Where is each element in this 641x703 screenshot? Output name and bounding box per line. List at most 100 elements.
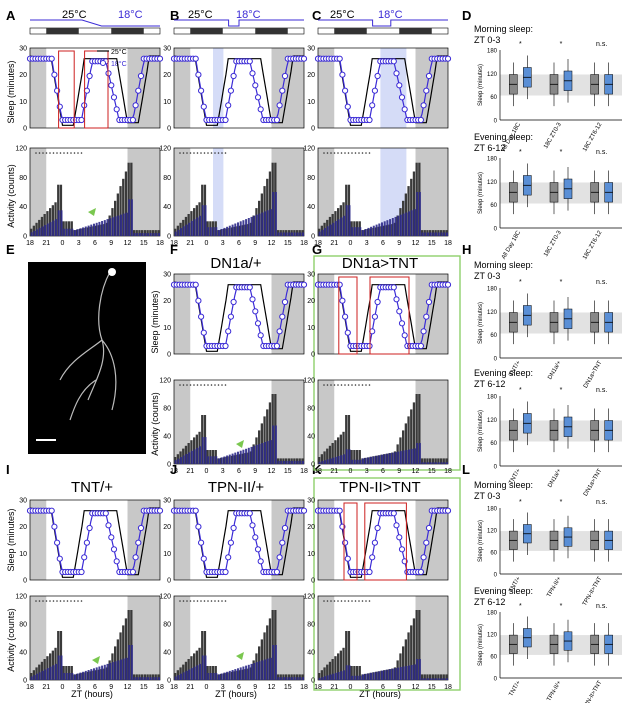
panel-f-cool-point <box>200 329 207 336</box>
panel-j-bar-cool <box>283 677 285 680</box>
panel-a-bar-cool <box>87 225 90 236</box>
panel-g-sleep-tick: 0 <box>311 352 315 359</box>
panel-a-bar-cool <box>65 228 68 236</box>
panel-i-sleep-tick: 30 <box>19 498 27 505</box>
panel-f-bar-warm <box>266 409 269 464</box>
panel-b-bar-cool <box>190 221 193 236</box>
panel-a-sig-dot <box>80 152 83 154</box>
panel-i-bar-cool <box>33 675 36 680</box>
panel-a-activity-tick: 0 <box>23 234 27 241</box>
panel-c-bar-cool <box>370 226 373 236</box>
panel-i-activity-tick: 80 <box>19 622 27 629</box>
panel-j-cool-point <box>198 539 205 546</box>
panel-f-zt-tick: 3 <box>221 468 225 475</box>
panel-d-evening-sig: * <box>560 149 563 156</box>
panel-b-sig-dot <box>186 152 188 154</box>
panel-g-sig-dot <box>347 384 350 386</box>
panel-f-cool-point <box>230 298 237 306</box>
panel-g-bar-warm <box>439 458 443 464</box>
panel-c-activity-tick: 0 <box>311 234 315 241</box>
panel-b-cool-point <box>273 116 280 124</box>
panel-g-cool-point <box>393 296 400 303</box>
arrowhead <box>88 208 96 216</box>
panel-c-sig-dot <box>361 152 364 154</box>
panel-i-sig-dot <box>35 600 37 602</box>
panel-f-cool-point <box>198 313 205 320</box>
panel-c-bar-cool <box>413 209 416 236</box>
panel-j-bar-cool <box>285 677 288 680</box>
panel-c-bar-cool <box>446 232 448 236</box>
panel-f-cool-point <box>195 297 202 304</box>
panel-c-cool-point <box>420 102 427 109</box>
panel-i-cool-point <box>86 524 93 532</box>
panel-h-evening-ylabel: Sleep (minutes) <box>478 410 484 452</box>
panel-f-bar-cool <box>291 460 294 464</box>
panel-j-cool-point <box>300 507 308 514</box>
protocol-a-dark-seg <box>46 28 79 34</box>
panel-h-evening-category: DN1a/+ <box>547 468 563 489</box>
panel-c-bar-cool <box>337 219 340 236</box>
panel-a-bar-cool <box>109 218 112 236</box>
panel-g-bar-warm <box>358 450 361 464</box>
panel-i-bar-cool <box>114 661 117 680</box>
panel-k-bar-cool <box>359 675 362 680</box>
xlabel-k: ZT (hours) <box>359 689 401 699</box>
panel-c-bar-cool <box>416 192 419 236</box>
panel-g-bar-warm <box>445 458 448 464</box>
panel-c-bar-cool <box>408 211 411 236</box>
panel-a-sleep-tick: 0 <box>23 126 27 133</box>
panel-a-bar-cool <box>136 233 139 236</box>
panel-b-bar-cool <box>247 218 250 236</box>
panel-f-bar-cool <box>209 456 212 464</box>
panel-j-sleep-frame <box>173 499 305 581</box>
panel-k-bar-warm <box>434 674 437 680</box>
panel-k-bar-warm <box>426 674 429 680</box>
panel-c-zt-tick: 9 <box>397 240 401 247</box>
title-j: TPN-II/+ <box>208 479 264 496</box>
panel-b-bar-cool <box>199 215 202 236</box>
panel-a-sleep-tick: 20 <box>19 72 27 79</box>
panel-f-cool-point <box>254 320 262 327</box>
panel-c-bar-cool <box>378 223 381 236</box>
panel-f-zt-tick: 21 <box>186 468 194 475</box>
panel-j-bar-cool <box>207 673 210 680</box>
panel-j-cool-point <box>254 546 262 553</box>
panel-d-evening-sig: n.s. <box>596 149 607 156</box>
panel-c-sig-dot <box>368 152 371 154</box>
panel-d-evening-baseline-band <box>500 182 622 204</box>
panel-j-cool-point <box>230 524 237 532</box>
panel-c-bar-cool <box>402 213 405 236</box>
panel-b-sleep-tick: 10 <box>163 99 171 106</box>
panel-k-bar-cool <box>443 678 446 680</box>
panel-b-sleep-tick: 0 <box>167 126 171 133</box>
panel-i-bar-cool <box>60 655 63 680</box>
panel-k-bar-warm <box>350 666 353 680</box>
panel-k-highlight-box <box>364 502 407 581</box>
panel-b-night-left <box>174 148 191 236</box>
panel-b-bar-cool <box>193 219 196 236</box>
protocol-b-dark-seg <box>255 28 288 34</box>
panel-i-bar-warm <box>124 618 128 680</box>
panel-i-bar-cool <box>120 659 123 680</box>
panel-i-bar-warm <box>116 639 119 680</box>
panel-b-bar-cool <box>237 222 239 236</box>
panel-g-bar-cool <box>402 450 405 464</box>
protocol-c-dark-seg <box>334 28 367 34</box>
panel-k-bar-cool <box>437 678 440 680</box>
legend-cool-swatch <box>100 60 106 66</box>
arrowhead <box>236 652 244 660</box>
panel-f-bar-cool <box>283 460 285 464</box>
panel-label-f: F <box>170 242 178 257</box>
panel-k-zt-tick: 15 <box>428 684 436 691</box>
panel-g-bar-cool <box>421 462 424 464</box>
panel-g-night-right <box>415 380 448 464</box>
panel-f-activity-tick: 0 <box>167 462 171 469</box>
panel-f-zt-tick: 0 <box>205 468 209 475</box>
panel-g-bar-cool <box>372 456 375 464</box>
panel-i-bar-cool <box>36 673 39 680</box>
panel-f-sig-dot <box>221 384 223 386</box>
panel-i-bar-cool <box>76 673 79 680</box>
panel-k-bar-cool <box>446 678 448 680</box>
panel-c-bar-cool <box>391 218 394 236</box>
panel-f-sig-dot <box>196 384 199 386</box>
